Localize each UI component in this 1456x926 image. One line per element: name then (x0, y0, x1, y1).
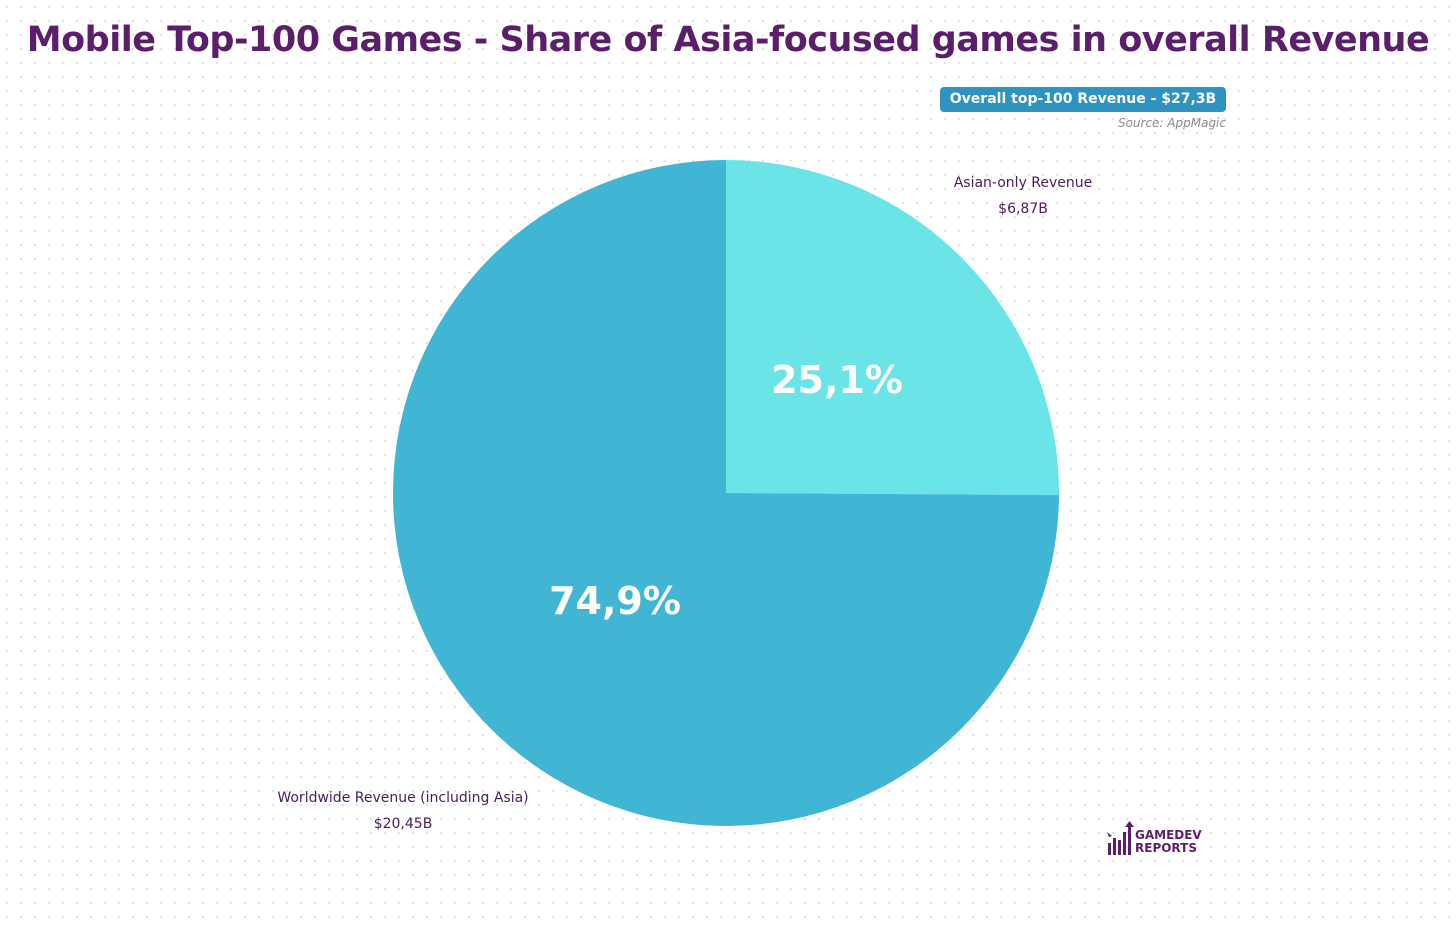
logo-wordmark: GAMEDEV REPORTS (1135, 829, 1202, 855)
gamedev-reports-logo: GAMEDEV REPORTS (1106, 821, 1216, 857)
source-note: Source: AppMagic (1117, 116, 1226, 130)
worldwide-callout: Worldwide Revenue (including Asia) $20,4… (258, 785, 548, 837)
total-revenue-badge: Overall top-100 Revenue - $27,3B (940, 87, 1226, 112)
pie-slice-worldwide (392, 159, 1059, 826)
bar-chart-logo-icon (1107, 821, 1134, 855)
chart-title: Mobile Top-100 Games - Share of Asia-foc… (26, 20, 1430, 60)
asian-only-amount: $6,87B (998, 201, 1048, 217)
asian-only-callout: Asian-only Revenue $6,87B (925, 170, 1121, 222)
worldwide-amount: $20,45B (373, 816, 433, 832)
asian-only-label: Asian-only Revenue (953, 175, 1093, 191)
logo-line-1: GAMEDEV (1135, 828, 1202, 842)
percent-label-asian-only: 25,1% (771, 358, 903, 402)
worldwide-label: Worldwide Revenue (including Asia) (277, 790, 529, 806)
percent-label-worldwide: 74,9% (549, 579, 681, 623)
logo-line-2: REPORTS (1135, 841, 1197, 855)
pie-slice-asian-only (726, 160, 1059, 496)
